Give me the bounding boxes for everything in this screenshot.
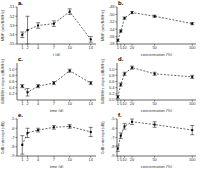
svg-text:1: 1 [21, 157, 24, 162]
html-text:1 5: 1 5 [116, 45, 122, 51]
svg-text:2: 2 [26, 157, 29, 162]
svg-text:20: 20 [130, 157, 135, 162]
svg-text:4: 4 [37, 101, 40, 106]
html-text:a.: a. [18, 0, 23, 6]
html-text:b.: b. [118, 0, 124, 6]
svg-text:100: 100 [189, 101, 192, 106]
svg-text:0.4: 0.4 [109, 85, 115, 90]
svg-text:10: 10 [122, 101, 127, 106]
svg-text:-6: -6 [11, 126, 15, 131]
svg-text:-56: -56 [109, 34, 116, 39]
html-text:f.: f. [118, 112, 122, 118]
svg-text:50: 50 [152, 157, 157, 162]
svg-text:-7: -7 [111, 135, 115, 140]
svg-text:0.8: 0.8 [109, 73, 115, 78]
svg-text:0.8: 0.8 [9, 73, 15, 78]
svg-text:7: 7 [53, 45, 56, 50]
html-text:c.: c. [18, 56, 23, 62]
svg-text:-53: -53 [9, 23, 16, 28]
svg-text:-7: -7 [11, 135, 15, 140]
html-text:1 5: 1 5 [116, 101, 122, 107]
svg-text:time (d): time (d) [50, 108, 64, 112]
svg-text:-9: -9 [111, 153, 115, 158]
svg-text:-54: -54 [9, 32, 16, 37]
svg-text:concentration (%): concentration (%) [141, 108, 173, 112]
svg-text:-9: -9 [11, 153, 15, 158]
svg-text:4: 4 [37, 45, 40, 50]
svg-text:0dB intercept (dB): 0dB intercept (dB) [100, 121, 105, 154]
svg-text:0.6: 0.6 [9, 79, 15, 84]
svg-text:7: 7 [53, 157, 56, 162]
svg-text:concentration (%): concentration (%) [141, 52, 173, 56]
svg-text:10: 10 [122, 157, 127, 162]
svg-text:t (d): t (d) [53, 52, 61, 56]
svg-text:0.0: 0.0 [109, 97, 115, 102]
html-text:1 5: 1 5 [116, 157, 122, 163]
svg-text:1: 1 [21, 45, 24, 50]
svg-text:-5: -5 [111, 116, 115, 121]
svg-text:100: 100 [189, 45, 192, 50]
svg-text:100: 100 [189, 157, 192, 162]
svg-text:-55: -55 [9, 41, 16, 46]
svg-text:-48: -48 [109, 4, 116, 9]
svg-text:-58: -58 [109, 41, 116, 46]
svg-text:10: 10 [67, 45, 72, 50]
svg-text:MBF (arb/B/MHz): MBF (arb/B/MHz) [100, 9, 105, 41]
svg-text:1: 1 [21, 101, 24, 106]
svg-text:0dB/MHz slope (dB/MHz): 0dB/MHz slope (dB/MHz) [100, 58, 105, 104]
svg-text:1.0: 1.0 [109, 67, 115, 72]
svg-text:0.6: 0.6 [109, 79, 115, 84]
svg-text:0.2: 0.2 [109, 91, 115, 96]
svg-text:14: 14 [89, 101, 94, 106]
svg-text:-5: -5 [11, 116, 15, 121]
svg-text:-8: -8 [11, 144, 15, 149]
svg-text:time (d): time (d) [50, 164, 64, 168]
svg-text:concentration (%): concentration (%) [141, 164, 173, 168]
svg-text:1.0: 1.0 [9, 67, 15, 72]
svg-text:7: 7 [53, 101, 56, 106]
svg-text:20: 20 [130, 101, 135, 106]
svg-text:2: 2 [26, 101, 29, 106]
html-text:d.: d. [118, 56, 124, 62]
svg-text:-51: -51 [9, 4, 16, 9]
svg-text:-8: -8 [111, 144, 115, 149]
svg-text:14: 14 [89, 45, 94, 50]
svg-text:0.4: 0.4 [9, 85, 15, 90]
svg-text:10: 10 [67, 157, 72, 162]
svg-text:0.2: 0.2 [9, 91, 15, 96]
svg-text:-6: -6 [111, 126, 115, 131]
svg-text:50: 50 [152, 45, 157, 50]
svg-text:-52: -52 [109, 19, 116, 24]
svg-text:50: 50 [152, 101, 157, 106]
svg-text:-50: -50 [109, 12, 116, 17]
svg-text:20: 20 [130, 45, 135, 50]
svg-text:14: 14 [89, 157, 94, 162]
html-text:e.: e. [18, 112, 23, 118]
svg-text:4: 4 [37, 157, 40, 162]
svg-text:10: 10 [67, 101, 72, 106]
svg-text:-52: -52 [9, 14, 16, 19]
svg-text:10: 10 [122, 45, 127, 50]
svg-text:-54: -54 [109, 27, 116, 32]
svg-text:2: 2 [26, 45, 29, 50]
